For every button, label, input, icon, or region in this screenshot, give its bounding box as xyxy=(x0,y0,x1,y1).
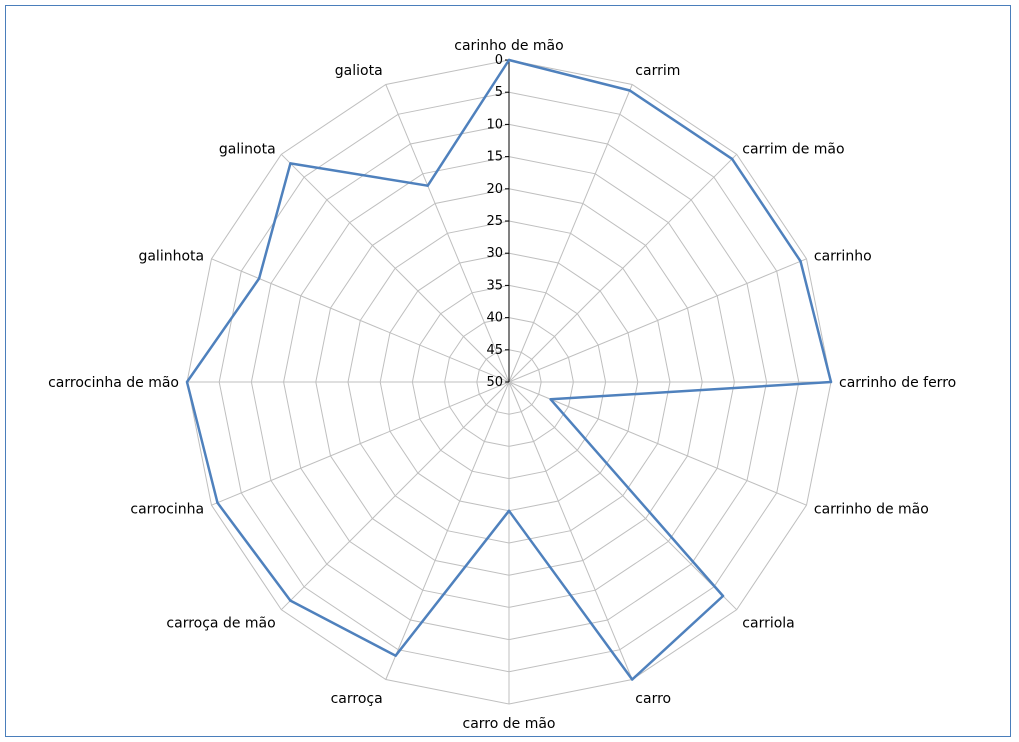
spoke-line xyxy=(508,381,807,506)
tick-label: 35 xyxy=(486,278,503,293)
category-label: galinota xyxy=(219,142,276,158)
tick-label: 30 xyxy=(486,246,503,261)
data-point xyxy=(394,654,397,657)
data-point xyxy=(426,184,429,187)
radial-ticks: 0 5 10 15 20 25 30 35 40 45 50 xyxy=(486,53,509,390)
category-label: carro xyxy=(635,691,671,707)
tick-label: 45 xyxy=(486,343,503,358)
spoke-line xyxy=(508,153,738,383)
category-label: carroça de mão xyxy=(166,615,275,631)
data-point xyxy=(289,599,292,602)
data-point xyxy=(549,398,552,401)
category-label: carrim xyxy=(635,63,680,79)
tick-label: 40 xyxy=(486,311,503,326)
category-label: carro de mão xyxy=(463,716,556,732)
category-label: carrocinha xyxy=(130,501,204,517)
category-label: carrocinha de mão xyxy=(48,375,179,391)
spoke-line xyxy=(385,381,510,680)
tick-label: 20 xyxy=(486,182,503,197)
data-point xyxy=(507,509,511,512)
chart-frame: 0 5 10 15 20 25 30 35 40 45 50 carinho de mão carri… xyxy=(5,5,1011,737)
data-point xyxy=(216,501,219,504)
data-point xyxy=(721,594,725,598)
data-point xyxy=(185,380,189,384)
data-point xyxy=(507,58,511,62)
tick-label: 10 xyxy=(486,117,503,132)
data-point xyxy=(631,678,634,681)
category-labels: carinho de mão carrim carrim de mão carrinh… xyxy=(48,38,956,732)
tick-label: 0 xyxy=(495,53,503,68)
data-point xyxy=(829,380,833,384)
spoke-line xyxy=(508,381,738,611)
tick-label: 25 xyxy=(486,214,503,229)
category-label: carrinho xyxy=(814,249,872,265)
spoke-line xyxy=(211,258,510,383)
data-point xyxy=(730,157,734,161)
data-point xyxy=(628,89,631,92)
spoke-line xyxy=(508,381,633,680)
category-label: carrim de mão xyxy=(742,142,844,158)
category-label: carroça xyxy=(331,691,383,707)
category-label: carriola xyxy=(742,615,794,631)
spoke-line xyxy=(211,381,510,506)
category-label: carrinho de ferro xyxy=(839,375,956,391)
tick-label: 50 xyxy=(486,375,503,390)
spoke-line xyxy=(508,84,633,383)
data-point xyxy=(289,162,292,165)
series xyxy=(185,58,833,681)
radar-chart: 0 5 10 15 20 25 30 35 40 45 50 carinho de mão carri… xyxy=(48,38,956,732)
category-label: galinhota xyxy=(138,249,204,265)
tick-label: 15 xyxy=(486,150,503,165)
spoke-line xyxy=(508,258,807,383)
spoke-line xyxy=(385,84,510,383)
spoke-line xyxy=(280,381,510,611)
spoke-line xyxy=(280,153,510,383)
category-label: carrinho de mão xyxy=(814,501,929,517)
category-label: galiota xyxy=(335,63,383,79)
data-point xyxy=(257,277,261,280)
data-point xyxy=(799,260,802,263)
spokes xyxy=(187,60,831,704)
category-label: carinho de mão xyxy=(454,38,563,54)
tick-label: 5 xyxy=(495,85,503,100)
